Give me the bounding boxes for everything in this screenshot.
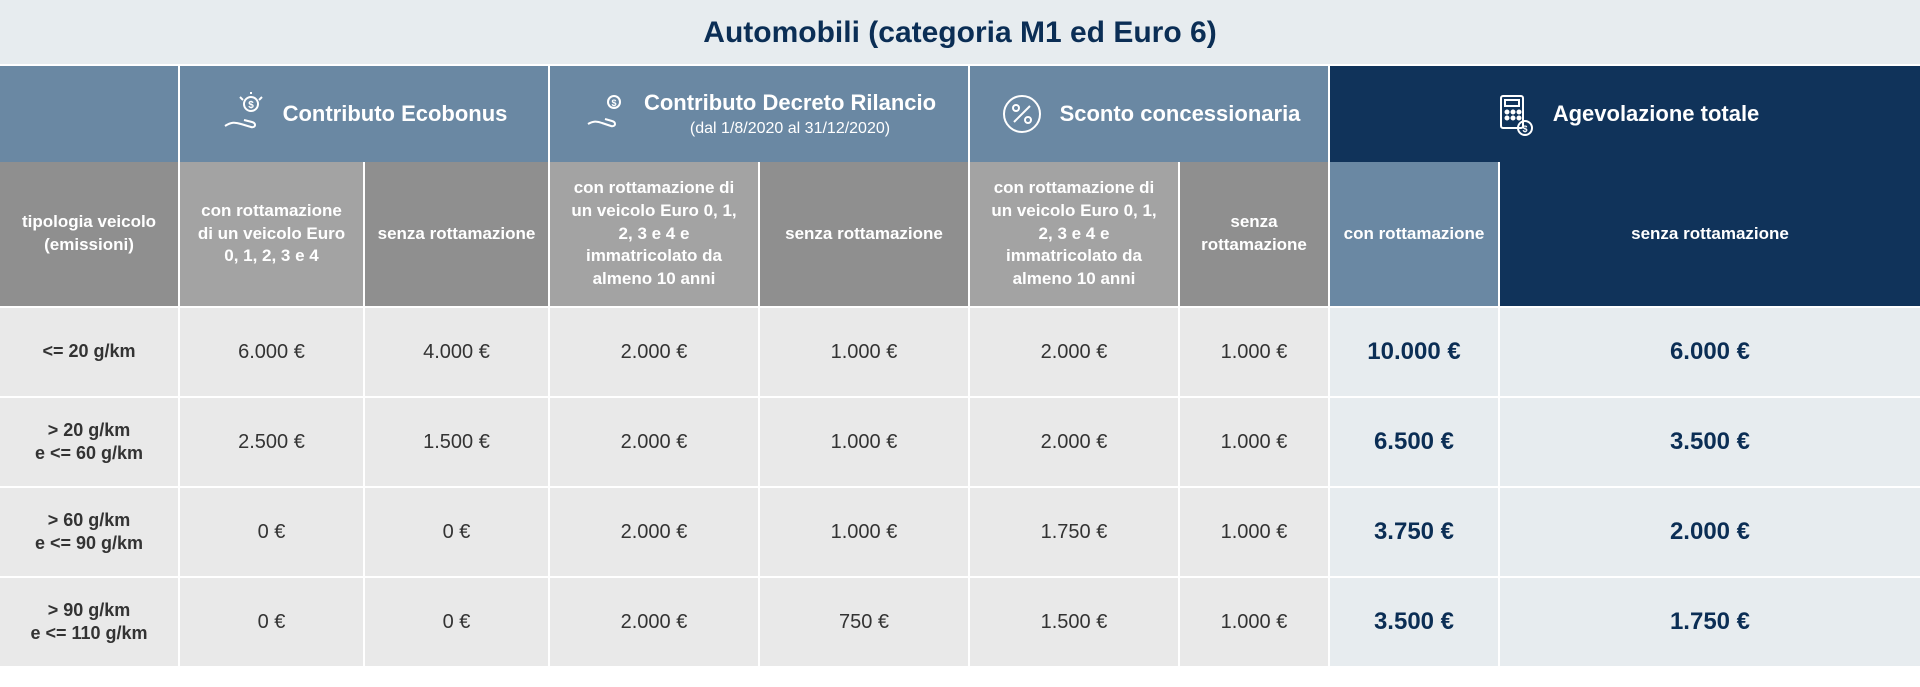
table-cell: 1.000 € bbox=[760, 308, 970, 396]
table-cell: 1.000 € bbox=[760, 398, 970, 486]
table-cell: 0 € bbox=[180, 488, 365, 576]
table-cell: 2.000 € bbox=[970, 308, 1180, 396]
table-cell: 0 € bbox=[365, 578, 550, 666]
table-cell: 2.000 € bbox=[550, 398, 760, 486]
table-row: <= 20 g/km6.000 €4.000 €2.000 €1.000 €2.… bbox=[0, 306, 1920, 396]
subheader-eco-without: senza rottamazione bbox=[365, 162, 550, 306]
header-group-decreto: $ Contributo Decreto Rilancio (dal 1/8/2… bbox=[550, 66, 970, 162]
header-label-text: Contributo Decreto Rilancio bbox=[644, 90, 936, 115]
header-group-ecobonus: $ Contributo Ecobonus bbox=[180, 66, 550, 162]
table-row: > 60 g/kme <= 90 g/km0 €0 €2.000 €1.000 … bbox=[0, 486, 1920, 576]
table-cell: > 20 g/kme <= 60 g/km bbox=[0, 398, 180, 486]
table-cell: 2.500 € bbox=[180, 398, 365, 486]
calculator-icon: $ bbox=[1491, 90, 1539, 138]
table-cell: 1.000 € bbox=[1180, 488, 1330, 576]
table-cell: 0 € bbox=[180, 578, 365, 666]
table-row: > 90 g/kme <= 110 g/km0 €0 €2.000 €750 €… bbox=[0, 576, 1920, 666]
svg-text:$: $ bbox=[248, 100, 254, 111]
subheader-tot-with: con rottamazione bbox=[1330, 162, 1500, 306]
hand-coin-icon: $ bbox=[582, 90, 630, 138]
table-cell: 10.000 € bbox=[1330, 308, 1500, 396]
svg-text:$: $ bbox=[611, 98, 616, 108]
table-wrapper: Automobili (categoria M1 ed Euro 6) $ Co… bbox=[0, 0, 1920, 666]
header-blank bbox=[0, 66, 180, 162]
header-label: Contributo Decreto Rilancio (dal 1/8/202… bbox=[644, 89, 936, 139]
table-cell: 1.750 € bbox=[1500, 578, 1920, 666]
table-cell: > 90 g/kme <= 110 g/km bbox=[0, 578, 180, 666]
subheader-dr-without: senza rottamazione bbox=[760, 162, 970, 306]
svg-text:$: $ bbox=[1522, 124, 1527, 134]
table-cell: 1.500 € bbox=[970, 578, 1180, 666]
table-cell: 3.750 € bbox=[1330, 488, 1500, 576]
header-row-sub: tipologia veicolo (emissioni) con rottam… bbox=[0, 162, 1920, 306]
table-cell: 1.500 € bbox=[365, 398, 550, 486]
header-group-sconto: Sconto concessionaria bbox=[970, 66, 1330, 162]
table-cell: > 60 g/kme <= 90 g/km bbox=[0, 488, 180, 576]
subheader-sc-without: senza rottamazione bbox=[1180, 162, 1330, 306]
header-label-sub: (dal 1/8/2020 al 31/12/2020) bbox=[644, 119, 936, 139]
header-label: Sconto concessionaria bbox=[1060, 100, 1301, 128]
table-cell: 3.500 € bbox=[1500, 398, 1920, 486]
header-label: Agevolazione totale bbox=[1553, 100, 1760, 128]
table-cell: <= 20 g/km bbox=[0, 308, 180, 396]
table-body: <= 20 g/km6.000 €4.000 €2.000 €1.000 €2.… bbox=[0, 306, 1920, 666]
table-cell: 1.000 € bbox=[760, 488, 970, 576]
header-label: Contributo Ecobonus bbox=[283, 100, 508, 128]
table-cell: 4.000 € bbox=[365, 308, 550, 396]
hand-money-icon: $ bbox=[221, 90, 269, 138]
subheader-eco-with: con rottamazione di un veicolo Euro 0, 1… bbox=[180, 162, 365, 306]
table-cell: 1.000 € bbox=[1180, 398, 1330, 486]
table-cell: 1.750 € bbox=[970, 488, 1180, 576]
table-cell: 1.000 € bbox=[1180, 308, 1330, 396]
table-cell: 2.000 € bbox=[550, 578, 760, 666]
table-cell: 2.000 € bbox=[970, 398, 1180, 486]
table-cell: 750 € bbox=[760, 578, 970, 666]
header-row-groups: $ Contributo Ecobonus $ Contributo Decre… bbox=[0, 66, 1920, 162]
percent-icon bbox=[998, 90, 1046, 138]
header-group-totale: $ Agevolazione totale bbox=[1330, 66, 1920, 162]
subheader-sc-with: con rottamazione di un veicolo Euro 0, 1… bbox=[970, 162, 1180, 306]
table-row: > 20 g/kme <= 60 g/km2.500 €1.500 €2.000… bbox=[0, 396, 1920, 486]
table-title: Automobili (categoria M1 ed Euro 6) bbox=[0, 0, 1920, 66]
table-cell: 0 € bbox=[365, 488, 550, 576]
subheader-tipologia: tipologia veicolo (emissioni) bbox=[0, 162, 180, 306]
subheader-tot-without: senza rottamazione bbox=[1500, 162, 1920, 306]
table-cell: 3.500 € bbox=[1330, 578, 1500, 666]
table-cell: 6.000 € bbox=[1500, 308, 1920, 396]
table-cell: 2.000 € bbox=[550, 308, 760, 396]
table-cell: 6.500 € bbox=[1330, 398, 1500, 486]
table-cell: 2.000 € bbox=[550, 488, 760, 576]
table-cell: 1.000 € bbox=[1180, 578, 1330, 666]
subheader-dr-with: con rottamazione di un veicolo Euro 0, 1… bbox=[550, 162, 760, 306]
table-cell: 2.000 € bbox=[1500, 488, 1920, 576]
table-cell: 6.000 € bbox=[180, 308, 365, 396]
